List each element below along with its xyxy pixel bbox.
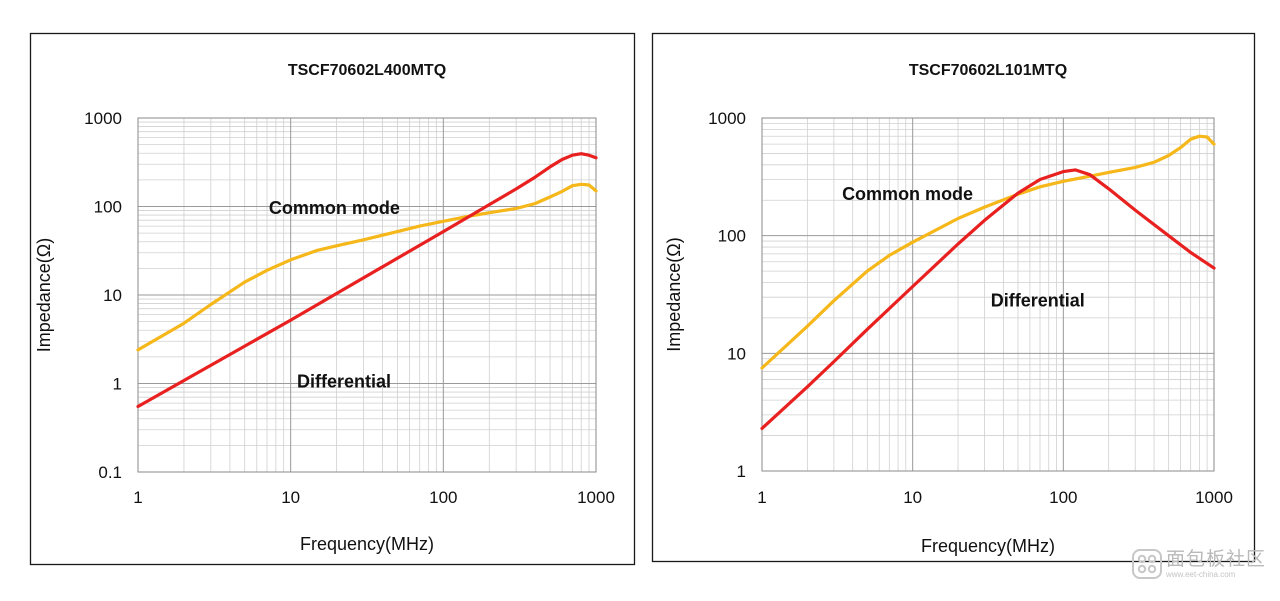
x-tick-label: 100 bbox=[429, 488, 457, 507]
watermark-subtext: www.eet-china.com bbox=[1165, 569, 1236, 579]
y-axis-label: Impedance(Ω) bbox=[664, 237, 684, 352]
x-tick-label: 10 bbox=[903, 488, 922, 507]
plot-grid bbox=[137, 117, 597, 473]
watermark-text: 面包板社区 bbox=[1165, 547, 1266, 570]
differential-series-line bbox=[760, 168, 1216, 430]
y-tick-label: 100 bbox=[94, 198, 122, 217]
y-tick-label: 1000 bbox=[708, 109, 746, 128]
x-tick-label: 1 bbox=[757, 488, 766, 507]
y-tick-label: 1 bbox=[737, 462, 746, 481]
chart-title: TSCF70602L400MTQ bbox=[288, 62, 446, 79]
y-axis-label: Impedance(Ω) bbox=[34, 238, 54, 353]
x-axis-label: Frequency(MHz) bbox=[300, 534, 434, 554]
chart-right: 1 10 100 1000 1 10 100 1000 Common mode Different… bbox=[651, 32, 1256, 563]
curve-annotation: Differential bbox=[991, 291, 1085, 311]
x-axis-label: Frequency(MHz) bbox=[921, 536, 1055, 556]
watermark-logo-icon bbox=[1131, 549, 1162, 579]
y-tick-label: 10 bbox=[727, 344, 746, 363]
common-mode-series-line bbox=[760, 134, 1216, 370]
y-tick-label: 1000 bbox=[84, 109, 122, 128]
chart-left: 1 10 100 1000 0.1 1 10 100 1000 Common mode Differ… bbox=[29, 32, 636, 566]
x-tick-label: 1000 bbox=[1195, 488, 1233, 507]
curve-annotation: Differential bbox=[297, 372, 391, 392]
y-tick-label: 1 bbox=[113, 375, 122, 394]
x-tick-label: 10 bbox=[281, 488, 300, 507]
x-tick-label: 1000 bbox=[577, 488, 615, 507]
curve-annotation: Common mode bbox=[842, 184, 973, 204]
y-tick-label: 10 bbox=[103, 286, 122, 305]
y-tick-label: 0.1 bbox=[98, 463, 122, 482]
common-mode-series-line bbox=[136, 182, 598, 352]
x-tick-label: 100 bbox=[1049, 488, 1077, 507]
differential-series-line bbox=[136, 152, 598, 409]
curve-annotation: Common mode bbox=[269, 198, 400, 218]
site-watermark: 面包板社区 www.eet-china.com bbox=[1131, 547, 1266, 579]
y-tick-label: 100 bbox=[718, 227, 746, 246]
chart-title: TSCF70602L101MTQ bbox=[909, 62, 1067, 79]
plot-area-border bbox=[137, 117, 597, 473]
x-tick-label: 1 bbox=[133, 488, 142, 507]
plot-area-border bbox=[761, 117, 1215, 472]
